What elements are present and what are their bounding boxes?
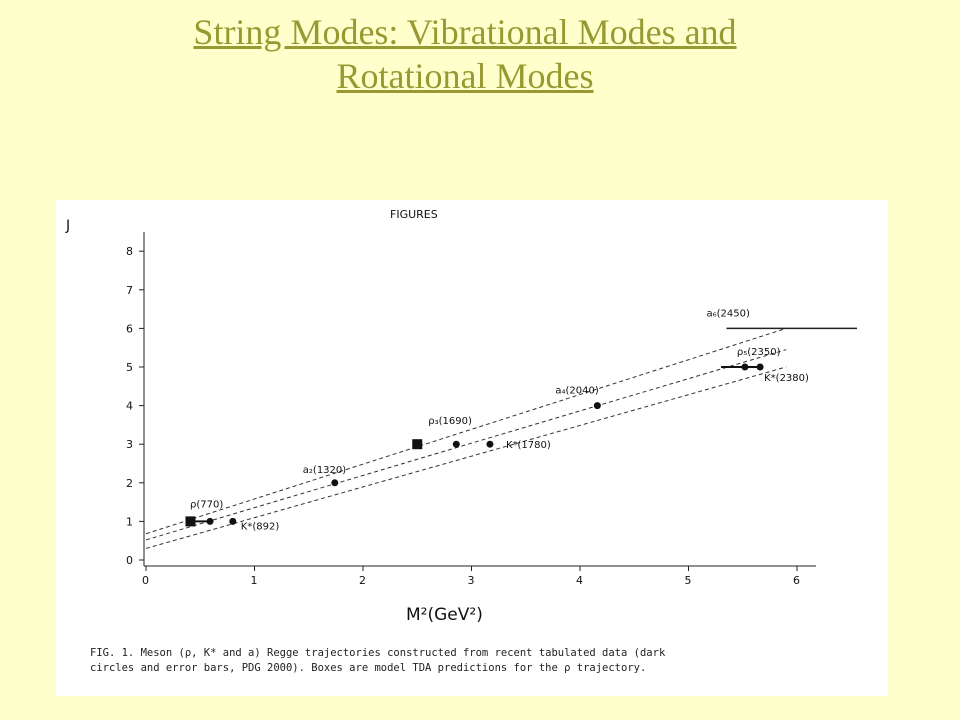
error-bars [190,366,761,523]
y-tick-label: 3 [126,438,133,451]
data-point-marker [452,440,460,448]
y-tick-label: 2 [126,477,133,490]
data-point-marker [486,440,494,448]
point-label: K*(1780) [506,440,551,451]
data-point-marker [331,479,339,487]
y-tick-label: 5 [126,361,133,374]
regge-chart: FIGURES 0 1 2 3 4 5 6 7 8 0 1 2 3 4 5 6 ρ(770) K*(892) a… [65,208,857,625]
x-tick-label: 5 [685,574,692,587]
y-tick-label: 0 [126,554,133,567]
y-ticks: 0 1 2 3 4 5 6 7 8 [126,245,144,567]
slide-title: String Modes: Vibrational Modes and Rota… [0,10,930,98]
x-tick-label: 1 [251,574,258,587]
point-label: a₂(1320) [303,465,346,476]
x-ticks: 0 1 2 3 4 5 6 [142,566,800,587]
slide-title-line1: String Modes: Vibrational Modes and [193,12,737,52]
data-point-marker [741,363,749,371]
tda-square-marker [412,439,423,450]
figure-panel: FIGURES 0 1 2 3 4 5 6 7 8 0 1 2 3 4 5 6 ρ(770) K*(892) a… [56,200,888,696]
slide-title-line2: Rotational Modes [336,56,594,96]
fit-line [145,349,787,541]
x-axis-label: M²(GeV²) [406,605,483,625]
point-label: ρ(770) [190,499,223,510]
data-markers [185,363,764,527]
point-label: ρ₃(1690) [428,416,472,427]
y-tick-label: 4 [126,400,133,413]
fit-lines [145,327,787,549]
x-tick-label: 6 [793,574,800,587]
y-tick-label: 8 [126,245,133,258]
y-tick-label: 7 [126,284,133,297]
tda-square-marker [185,516,196,527]
x-tick-label: 4 [576,574,583,587]
point-label: K*(892) [241,521,280,532]
caption-line1: FIG. 1. Meson (ρ, K* and a) Regge trajec… [90,647,666,659]
data-point-marker [229,517,237,525]
figure-caption: FIG. 1. Meson (ρ, K* and a) Regge trajec… [90,646,870,676]
figure-header: FIGURES [390,208,438,221]
x-tick-label: 3 [468,574,475,587]
y-tick-label: 6 [126,322,133,335]
y-axis-label: J [65,218,70,234]
x-tick-label: 0 [142,574,149,587]
y-tick-label: 1 [126,515,133,528]
point-label: a₆(2450) [706,308,749,319]
fit-line [145,366,787,549]
point-label: a₄(2040) [555,386,598,397]
fit-line [145,327,787,535]
point-labels: ρ(770) K*(892) a₂(1320) ρ₃(1690) K*(1780) a₄(… [190,308,809,532]
x-tick-label: 2 [359,574,366,587]
data-point-marker [593,402,601,410]
point-label: K*(2380) [764,373,809,384]
point-label: ρ₅(2350) [737,347,781,358]
data-point-marker [206,517,214,525]
caption-line2: circles and error bars, PDG 2000). Boxes… [90,662,647,674]
data-point-marker [756,363,764,371]
